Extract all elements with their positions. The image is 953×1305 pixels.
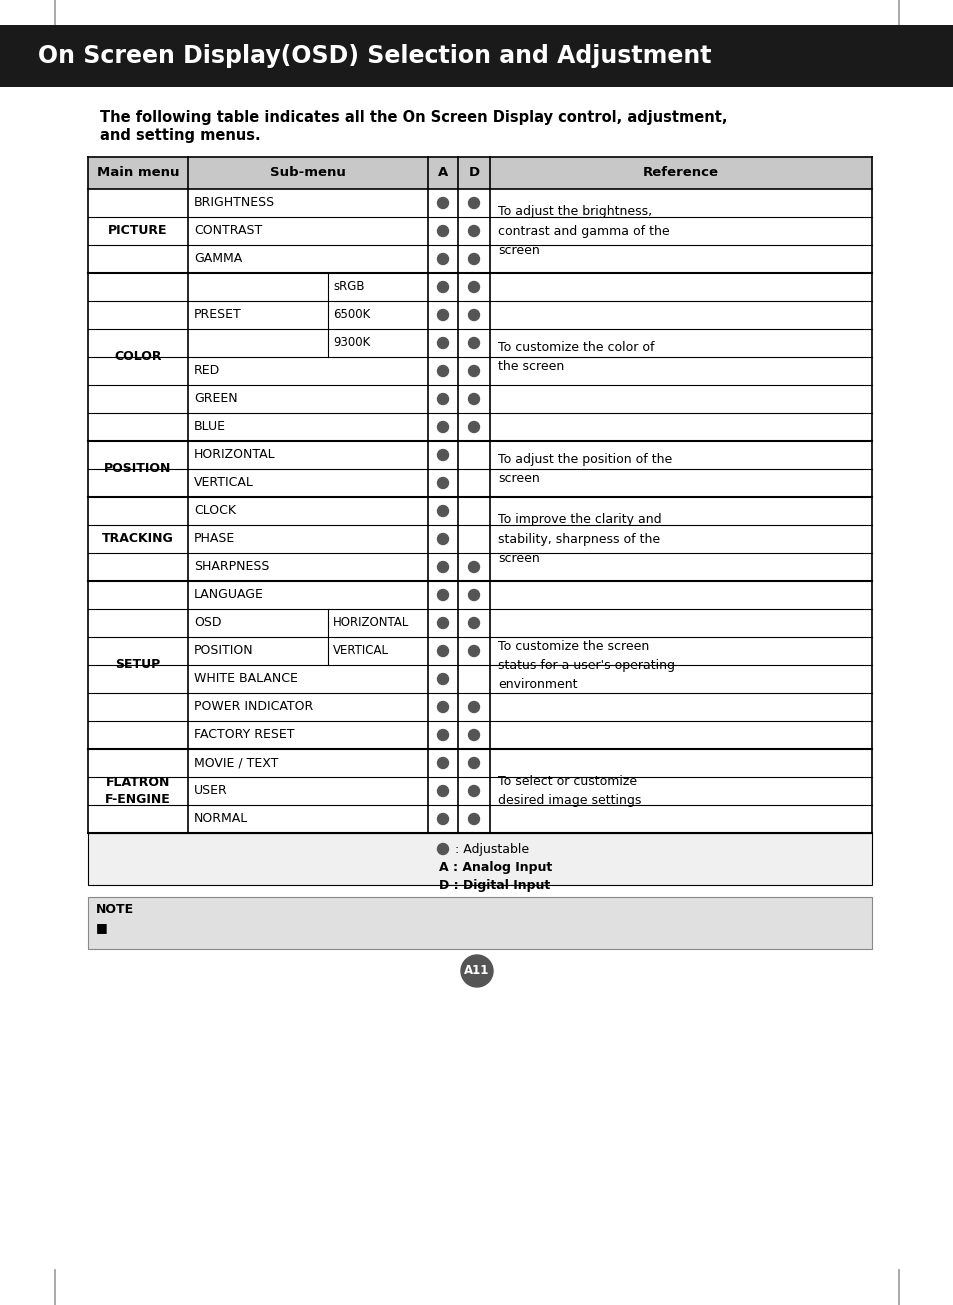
Circle shape — [437, 449, 448, 461]
Text: A11: A11 — [464, 964, 489, 977]
Circle shape — [437, 338, 448, 348]
Circle shape — [437, 422, 448, 432]
Circle shape — [468, 226, 479, 236]
Circle shape — [468, 394, 479, 405]
Circle shape — [468, 757, 479, 769]
Circle shape — [437, 365, 448, 377]
Bar — [88, 833, 871, 885]
Text: To customize the screen
status for a user's operating
environment: To customize the screen status for a use… — [497, 639, 675, 690]
Circle shape — [437, 561, 448, 573]
Circle shape — [437, 253, 448, 265]
Text: FLATRON
F-ENGINE: FLATRON F-ENGINE — [105, 776, 171, 806]
Text: USER: USER — [193, 784, 228, 797]
Text: HORIZONTAL: HORIZONTAL — [193, 449, 275, 462]
Circle shape — [437, 673, 448, 685]
Text: FACTORY RESET: FACTORY RESET — [193, 728, 294, 741]
Circle shape — [437, 309, 448, 321]
Circle shape — [437, 702, 448, 713]
Circle shape — [468, 422, 479, 432]
Circle shape — [437, 590, 448, 600]
Bar — [0, 25, 953, 87]
Text: Main menu: Main menu — [96, 167, 179, 180]
Circle shape — [437, 813, 448, 825]
Text: CLOCK: CLOCK — [193, 505, 235, 518]
Bar — [88, 157, 871, 189]
Circle shape — [437, 646, 448, 656]
Text: The following table indicates all the On Screen Display control, adjustment,: The following table indicates all the On… — [100, 110, 727, 125]
Circle shape — [437, 505, 448, 517]
Circle shape — [437, 757, 448, 769]
Text: On Screen Display(OSD) Selection and Adjustment: On Screen Display(OSD) Selection and Adj… — [38, 44, 711, 68]
Text: SHARPNESS: SHARPNESS — [193, 561, 269, 573]
Text: 9300K: 9300K — [333, 337, 370, 350]
Text: POSITION: POSITION — [193, 645, 253, 658]
Text: Sub-menu: Sub-menu — [270, 167, 346, 180]
Text: COLOR: COLOR — [114, 351, 162, 364]
Text: WHITE BALANCE: WHITE BALANCE — [193, 672, 297, 685]
Circle shape — [468, 786, 479, 796]
Circle shape — [468, 813, 479, 825]
Circle shape — [437, 617, 448, 629]
Text: GAMMA: GAMMA — [193, 252, 242, 265]
Text: ■: ■ — [96, 921, 108, 934]
Text: POSITION: POSITION — [104, 462, 172, 475]
Text: To improve the clarity and
stability, sharpness of the
screen: To improve the clarity and stability, sh… — [497, 513, 661, 565]
Circle shape — [437, 282, 448, 292]
Text: SETUP: SETUP — [115, 659, 160, 672]
Circle shape — [437, 729, 448, 740]
Circle shape — [468, 561, 479, 573]
Text: LANGUAGE: LANGUAGE — [193, 589, 264, 602]
Text: Reference: Reference — [642, 167, 719, 180]
Text: BRIGHTNESS: BRIGHTNESS — [193, 197, 274, 210]
Circle shape — [468, 729, 479, 740]
Text: VERTICAL: VERTICAL — [193, 476, 253, 489]
Circle shape — [437, 843, 448, 855]
Text: NOTE: NOTE — [96, 903, 134, 916]
Text: PICTURE: PICTURE — [108, 224, 168, 238]
Circle shape — [468, 309, 479, 321]
Text: PHASE: PHASE — [193, 532, 235, 545]
Circle shape — [468, 282, 479, 292]
Circle shape — [468, 365, 479, 377]
Text: VERTICAL: VERTICAL — [333, 645, 389, 658]
Circle shape — [468, 702, 479, 713]
Text: : Adjustable: : Adjustable — [455, 843, 529, 856]
Text: To adjust the brightness,
contrast and gamma of the
screen: To adjust the brightness, contrast and g… — [497, 205, 669, 257]
Circle shape — [437, 394, 448, 405]
Circle shape — [468, 197, 479, 209]
Circle shape — [468, 646, 479, 656]
Text: MOVIE / TEXT: MOVIE / TEXT — [193, 757, 278, 770]
Text: and setting menus.: and setting menus. — [100, 128, 260, 144]
Text: BLUE: BLUE — [193, 420, 226, 433]
Text: To customize the color of
the screen: To customize the color of the screen — [497, 341, 654, 373]
Text: OSD: OSD — [193, 616, 221, 629]
Circle shape — [460, 955, 493, 987]
Circle shape — [437, 197, 448, 209]
Circle shape — [437, 786, 448, 796]
Text: CONTRAST: CONTRAST — [193, 224, 262, 238]
Circle shape — [468, 617, 479, 629]
Text: GREEN: GREEN — [193, 393, 237, 406]
Text: 6500K: 6500K — [333, 308, 370, 321]
Text: TRACKING: TRACKING — [102, 532, 173, 545]
Text: D: D — [468, 167, 479, 180]
Text: D : Digital Input: D : Digital Input — [438, 878, 550, 891]
Text: POWER INDICATOR: POWER INDICATOR — [193, 701, 313, 714]
Text: sRGB: sRGB — [333, 281, 364, 294]
Text: NORMAL: NORMAL — [193, 813, 248, 826]
Text: A : Analog Input: A : Analog Input — [438, 860, 552, 873]
Circle shape — [437, 226, 448, 236]
Circle shape — [468, 253, 479, 265]
Text: PRESET: PRESET — [193, 308, 241, 321]
Circle shape — [468, 590, 479, 600]
Text: RED: RED — [193, 364, 220, 377]
Circle shape — [437, 534, 448, 544]
Circle shape — [468, 338, 479, 348]
Bar — [88, 897, 871, 949]
Text: To select or customize
desired image settings: To select or customize desired image set… — [497, 775, 640, 806]
Circle shape — [437, 478, 448, 488]
Text: To adjust the position of the
screen: To adjust the position of the screen — [497, 453, 672, 485]
Text: A: A — [437, 167, 448, 180]
Text: HORIZONTAL: HORIZONTAL — [333, 616, 409, 629]
